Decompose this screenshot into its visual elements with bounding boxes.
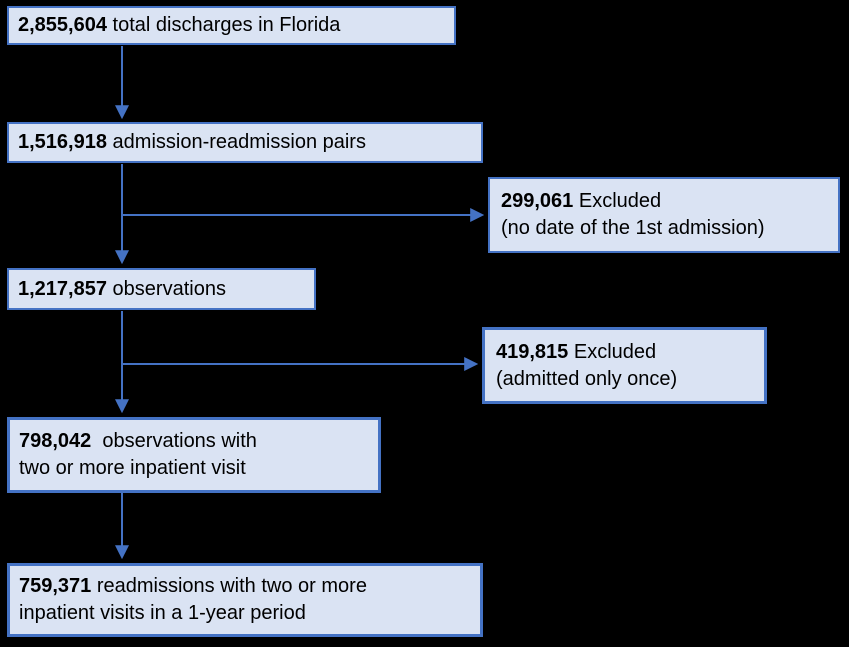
total-discharges-label: total discharges in Florida bbox=[106, 14, 341, 36]
box-excluded-once-line2: (admitted only once) bbox=[496, 367, 678, 390]
box-observations-line: 1,217,857 observations bbox=[18, 276, 310, 303]
excluded-once-label: Excluded bbox=[568, 340, 657, 363]
two-or-more-label: observations with bbox=[91, 430, 257, 452]
box-two-or-more-visits: 798,042 observations with two or more in… bbox=[7, 417, 381, 493]
box-two-or-more-line2: two or more inpatient visit bbox=[19, 457, 246, 479]
two-or-more-count: 798,042 bbox=[19, 430, 92, 452]
observations-count: 1,217,857 bbox=[18, 277, 107, 300]
box-observations: 1,217,857 observations bbox=[7, 268, 316, 310]
box-excluded-once-line1: 419,815 Excluded bbox=[496, 339, 760, 366]
box-readmissions-line2: inpatient visits in a 1-year period bbox=[19, 602, 306, 624]
observations-label: observations bbox=[106, 277, 226, 300]
box-readmissions-one-year: 759,371 readmissions with two or more in… bbox=[7, 563, 483, 637]
excluded-no-date-label: Excluded bbox=[573, 190, 662, 212]
box-excluded-no-date: 299,061 Excluded (no date of the 1st adm… bbox=[488, 177, 840, 253]
pairs-count: 1,516,918 bbox=[18, 131, 107, 153]
box-total-discharges-line: 2,855,604 total discharges in Florida bbox=[18, 12, 450, 39]
excluded-once-count: 419,815 bbox=[496, 340, 569, 363]
readmissions-label: readmissions with two or more bbox=[91, 575, 367, 597]
excluded-no-date-count: 299,061 bbox=[501, 190, 574, 212]
box-total-discharges: 2,855,604 total discharges in Florida bbox=[7, 6, 456, 45]
readmissions-count: 759,371 bbox=[19, 575, 92, 597]
box-excluded-no-date-line2: (no date of the 1st admission) bbox=[501, 217, 765, 239]
box-two-or-more-line1: 798,042 observations with bbox=[19, 428, 374, 455]
pairs-label: admission-readmission pairs bbox=[106, 131, 366, 153]
box-readmissions-line1: 759,371 readmissions with two or more bbox=[19, 573, 476, 600]
box-admission-readmission-pairs: 1,516,918 admission-readmission pairs bbox=[7, 122, 483, 163]
total-discharges-count: 2,855,604 bbox=[18, 14, 107, 36]
box-excluded-admitted-once: 419,815 Excluded (admitted only once) bbox=[482, 327, 767, 404]
box-excluded-no-date-line1: 299,061 Excluded bbox=[501, 188, 834, 215]
box-pairs-line: 1,516,918 admission-readmission pairs bbox=[18, 129, 477, 156]
